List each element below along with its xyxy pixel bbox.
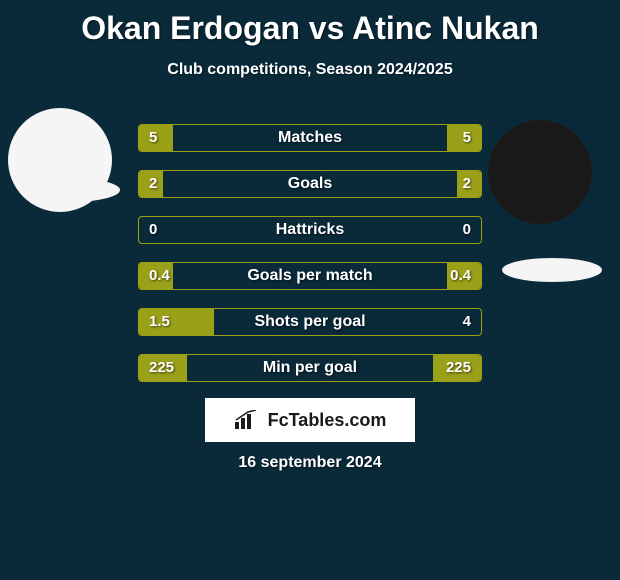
stat-label: Matches (139, 125, 481, 152)
stat-row: 0.40.4Goals per match (138, 262, 482, 290)
stats-container: 55Matches 22Goals 00Hattricks 0.40.4Goals p… (138, 124, 482, 400)
stat-label: Goals (139, 171, 481, 198)
stat-row: 00Hattricks (138, 216, 482, 244)
player-right-shadow (502, 258, 602, 282)
stat-label: Hattricks (139, 217, 481, 244)
player-left-shadow (20, 178, 120, 202)
stat-row: 55Matches (138, 124, 482, 152)
chart-icon (234, 410, 262, 430)
page-title: Okan Erdogan vs Atinc Nukan (0, 0, 620, 47)
branding-badge: FcTables.com (205, 398, 415, 442)
player-right-avatar (488, 120, 592, 224)
subtitle: Club competitions, Season 2024/2025 (0, 61, 620, 79)
stat-label: Min per goal (139, 355, 481, 382)
date-label: 16 september 2024 (0, 454, 620, 472)
stat-label: Shots per goal (139, 309, 481, 336)
branding-text: FcTables.com (268, 410, 387, 431)
stat-row: 22Goals (138, 170, 482, 198)
stat-label: Goals per match (139, 263, 481, 290)
stat-row: 1.54Shots per goal (138, 308, 482, 336)
stat-row: 225225Min per goal (138, 354, 482, 382)
